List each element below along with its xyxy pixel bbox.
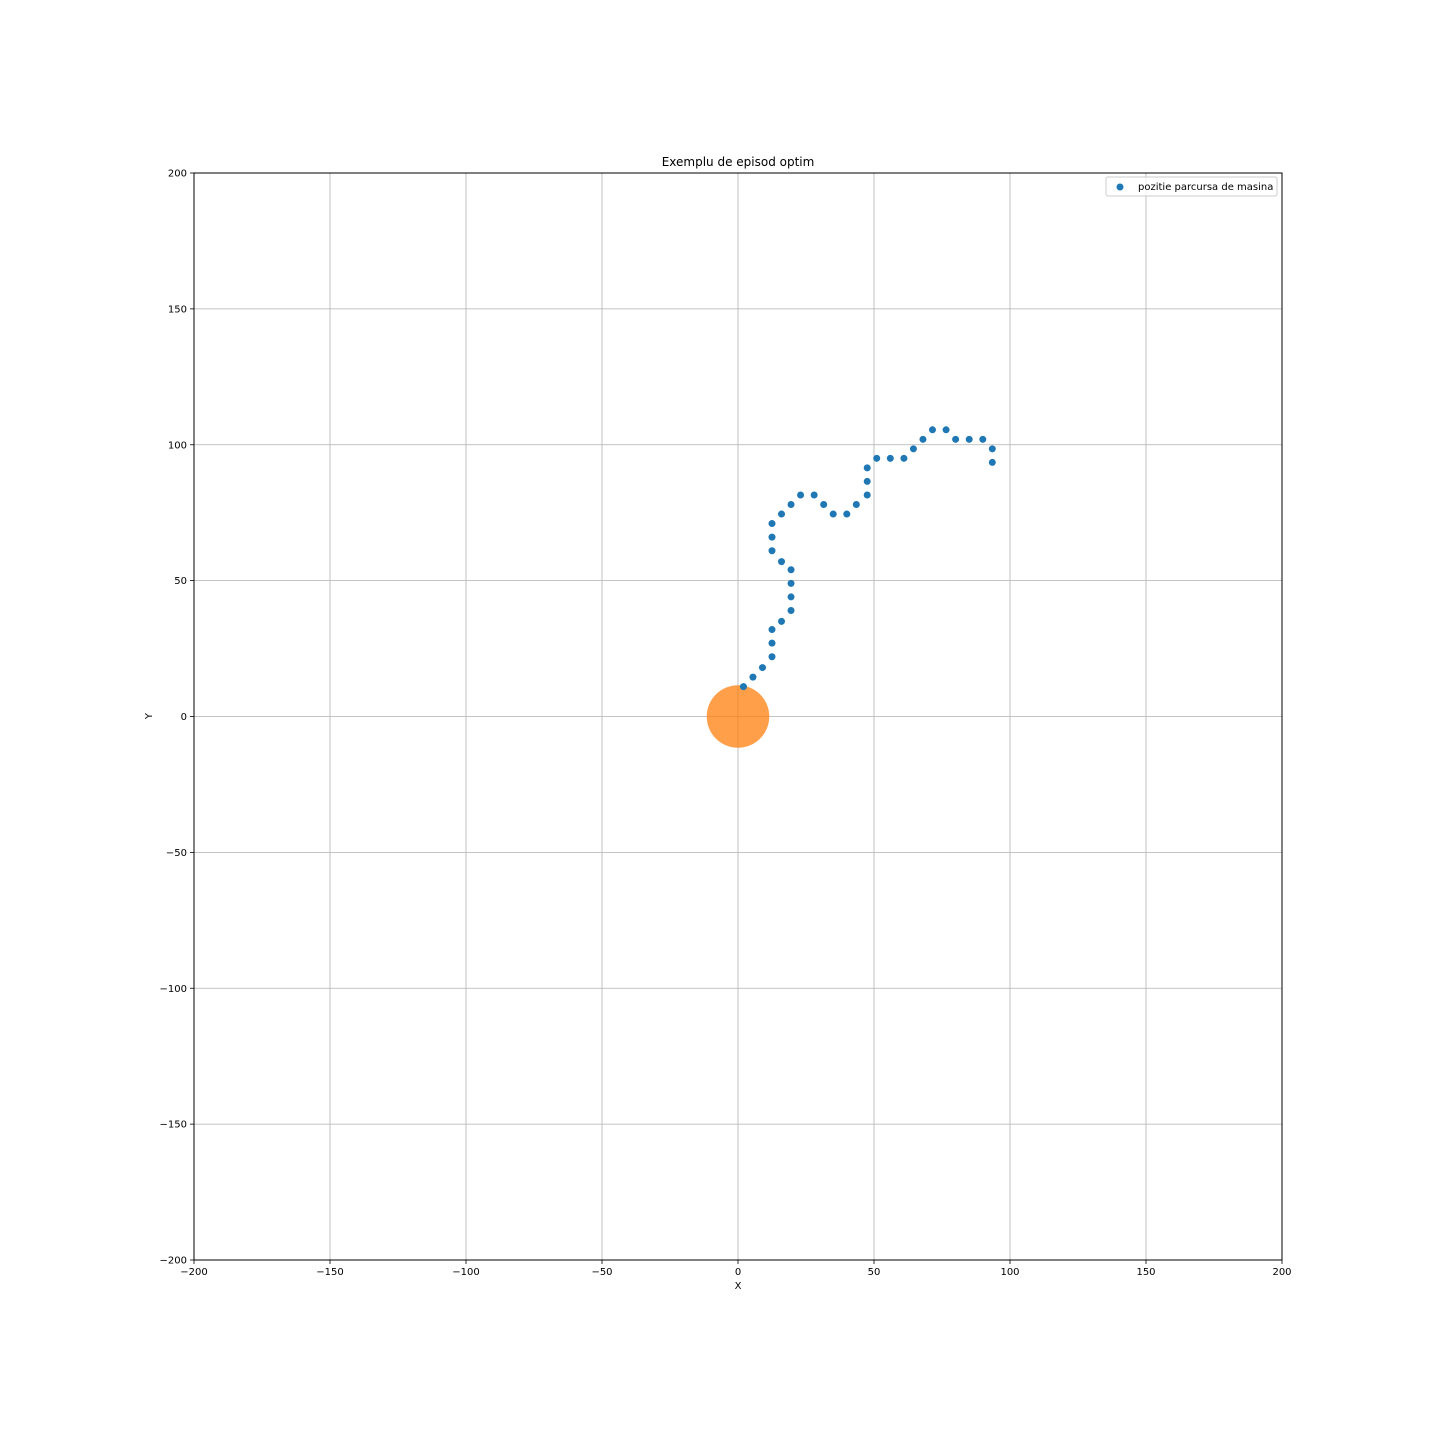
x-tick-label: 150 [1136,1267,1155,1278]
x-tick-label: 0 [735,1267,741,1278]
data-point [787,501,795,509]
y-tick-label: 150 [168,304,187,315]
y-axis-label: Y [144,712,155,720]
target-zone-layer [706,685,770,748]
data-point [739,683,747,691]
x-tick-label: −150 [316,1267,343,1278]
data-point [768,547,776,555]
data-point [768,639,776,647]
x-tick-label: 200 [1272,1267,1291,1278]
y-tick-label: −150 [160,1120,187,1131]
data-point [768,653,776,661]
data-point [778,617,786,625]
data-point [965,435,973,443]
data-point [758,664,766,672]
y-tick-label: 0 [181,712,187,723]
data-point [988,458,996,466]
data-point [787,566,795,574]
data-point [768,626,776,634]
x-axis-label: X [735,1281,742,1292]
data-point [863,477,871,485]
data-point [852,501,860,509]
data-point [820,501,828,509]
data-points [739,426,996,691]
data-point [778,558,786,566]
data-point [843,510,851,518]
data-point [942,426,950,434]
data-point [768,533,776,541]
chart-title: Exemplu de episod optim [662,155,815,169]
data-point [778,510,786,518]
legend: pozitie parcursa de masina [1105,176,1278,197]
data-point [928,426,936,434]
data-point [787,593,795,601]
data-point [863,491,871,499]
data-point [768,520,776,528]
data-point [988,445,996,453]
legend-marker [1116,183,1124,191]
data-point [863,464,871,472]
data-point [909,445,917,453]
data-point [886,454,894,462]
target-circle [706,685,770,748]
data-point [749,673,757,681]
data-point [900,454,908,462]
data-point [919,435,927,443]
data-point [810,491,818,499]
y-tick-label: 100 [168,440,187,451]
y-tick-label: −100 [160,984,187,995]
legend-label: pozitie parcursa de masina [1138,182,1273,193]
data-point [873,454,881,462]
x-tick-label: 100 [1000,1267,1019,1278]
x-tick-label: −100 [452,1267,479,1278]
y-tick-label: 200 [168,169,187,180]
x-tick-label: −200 [180,1267,207,1278]
y-tick-label: −50 [166,848,187,859]
y-tick-label: −200 [160,1256,187,1267]
data-point [787,607,795,615]
data-point [952,435,960,443]
y-tick-label: 50 [174,576,187,587]
x-tick-label: 50 [868,1267,881,1278]
x-tick-label: −50 [591,1267,612,1278]
legend-box [1105,176,1278,197]
data-point [829,510,837,518]
axis-ticks: −200 −150 −100 −50 0 50 100 150 200 −200 −150 −100 −… [160,169,1292,1279]
data-point [797,491,805,499]
data-point [979,435,987,443]
data-point [787,579,795,587]
